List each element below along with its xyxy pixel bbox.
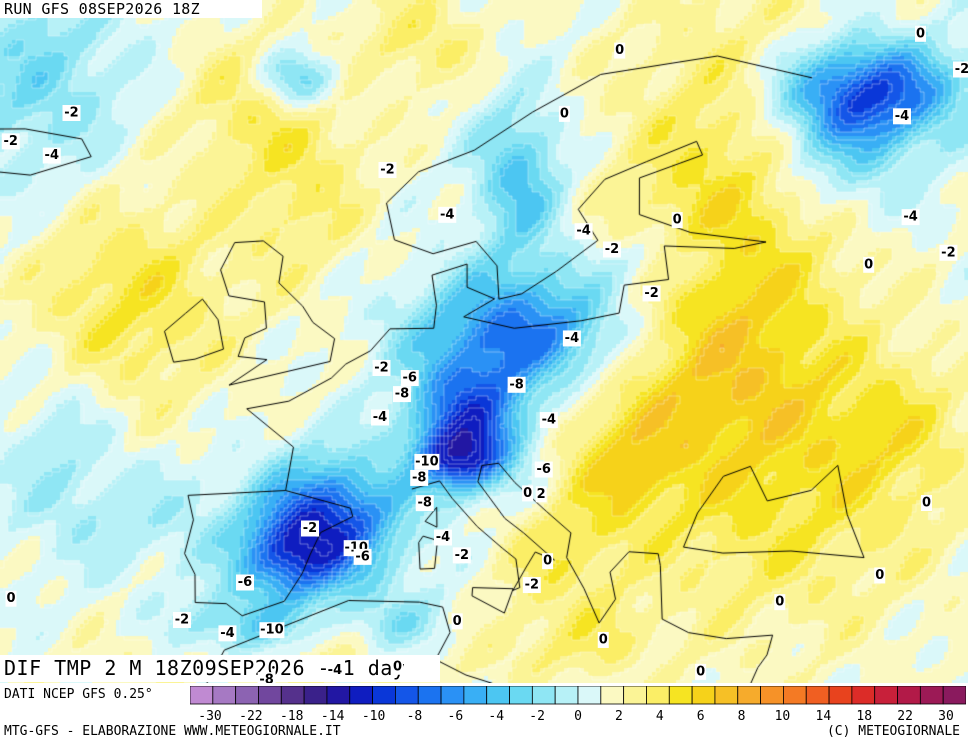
colorbar-swatch (805, 686, 830, 705)
colorbar-swatch (395, 686, 419, 705)
colorbar-swatch (760, 686, 784, 705)
colorbar-tick-label: 2 (615, 709, 623, 724)
colorbar-swatch (349, 686, 373, 705)
run-label: RUN GFS 08SEP2026 18Z (0, 0, 262, 18)
colorbar-swatch (258, 686, 282, 705)
colorbar-swatch (235, 686, 259, 705)
colorbar-tick-label: -6 (448, 709, 464, 724)
colorbar-swatch (372, 686, 396, 705)
source-label: DATI NCEP GFS 0.25° (4, 687, 153, 702)
colorbar-swatch (828, 686, 853, 705)
map-title: DIF TMP 2 M 18Z09SEP2026 - 1 day (0, 655, 440, 682)
colorbar-swatch (874, 686, 898, 705)
colorbar-tick-label: -8 (407, 709, 423, 724)
colorbar-tick-label: 22 (897, 709, 913, 724)
colorbar-swatch (440, 686, 465, 705)
colorbar-swatch (737, 686, 761, 705)
colorbar-tick-label: 8 (738, 709, 746, 724)
colorbar-swatch (554, 686, 579, 705)
colorbar-swatch (190, 686, 214, 705)
colorbar-swatch (417, 686, 442, 705)
colorbar: -30 -22 -18 -14 -10 -8 -6 -4 -2 0 2 4 6 8 10 14 18 22 30 (190, 686, 966, 724)
colorbar-swatch (303, 686, 328, 705)
colorbar-swatch (600, 686, 625, 705)
colorbar-tick-label: -4 (488, 709, 504, 724)
colorbar-tick-label: -2 (529, 709, 545, 724)
colorbar-swatch (714, 686, 739, 705)
colorbar-tick-label: -14 (321, 709, 345, 724)
credit-right: (C) METEOGIORNALE (826, 724, 960, 739)
colorbar-swatch (623, 686, 647, 705)
colorbar-tick-label: 0 (574, 709, 582, 724)
colorbar-swatch (897, 686, 921, 705)
colorbar-tick-label: 30 (938, 709, 954, 724)
colorbar-tick-label: 6 (697, 709, 705, 724)
colorbar-swatch (691, 686, 716, 705)
colorbar-swatch (577, 686, 602, 705)
colorbar-swatch (783, 686, 807, 705)
colorbar-tick-label: -18 (280, 709, 303, 724)
colorbar-swatch (326, 686, 351, 705)
colorbar-swatch (851, 686, 876, 705)
colorbar-swatch (509, 686, 533, 705)
colorbar-swatch (212, 686, 237, 705)
colorbar-swatch (668, 686, 693, 705)
colorbar-tick-label: -10 (362, 709, 385, 724)
colorbar-tick-label: 14 (816, 709, 832, 724)
colorbar-swatch (531, 686, 556, 705)
colorbar-tick-label: 4 (656, 709, 664, 724)
colorbar-swatch (646, 686, 670, 705)
colorbar-tick-label: 18 (856, 709, 872, 724)
credit-left: MTG-GFS - ELABORAZIONE WWW.METEOGIORNALE… (4, 724, 341, 739)
colorbar-swatch (919, 686, 944, 705)
colorbar-tick-label: -22 (239, 709, 262, 724)
colorbar-swatch (280, 686, 305, 705)
colorbar-swatch (486, 686, 510, 705)
colorbar-tick-label: -30 (198, 709, 221, 724)
temperature-difference-map (0, 0, 968, 683)
colorbar-tick-label: 10 (775, 709, 791, 724)
colorbar-swatch (942, 686, 966, 705)
colorbar-swatch (463, 686, 488, 705)
